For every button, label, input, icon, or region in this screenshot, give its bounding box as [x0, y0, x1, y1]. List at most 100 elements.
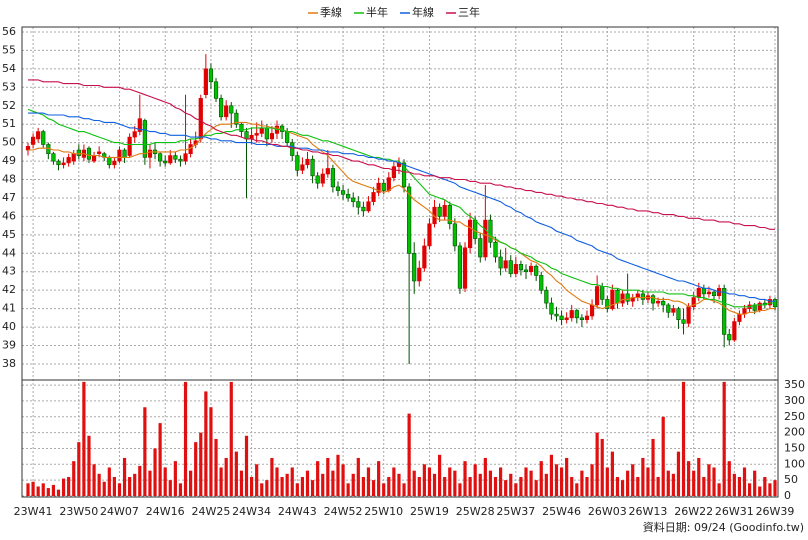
volume-bar — [178, 483, 183, 496]
volume-bar — [102, 481, 106, 496]
volume-bars — [26, 381, 777, 496]
volume-bar — [280, 476, 284, 496]
candle-body — [452, 223, 457, 247]
candle-body — [142, 120, 147, 158]
volume-bar — [82, 381, 86, 496]
y-tick-label: 38 — [2, 357, 16, 370]
volume-bar — [67, 476, 71, 496]
y-tick-label: 53 — [2, 80, 16, 93]
volume-bar — [600, 438, 604, 496]
volume-bar — [595, 432, 599, 496]
candle-body — [528, 265, 534, 273]
candle-body — [732, 321, 737, 341]
candle-body — [468, 219, 473, 249]
volume-bar — [687, 461, 691, 496]
candle-body — [254, 133, 259, 136]
y-tick-label: 42 — [2, 283, 16, 296]
legend-label: 半年 — [366, 5, 388, 19]
x-tick-label: 24W43 — [278, 505, 317, 518]
candle-body — [305, 158, 310, 166]
candle-body — [727, 334, 732, 341]
volume-bar — [300, 476, 305, 496]
candle-body — [61, 162, 66, 166]
volume-bar — [361, 476, 365, 496]
volume-bar — [620, 480, 625, 496]
candle-body — [737, 313, 742, 322]
y2-tick-label: 50 — [784, 473, 798, 486]
candle-body — [137, 118, 142, 132]
volume-bar — [753, 470, 757, 496]
volume-bar — [183, 381, 188, 496]
volume-bar — [392, 467, 396, 496]
candle-body — [462, 247, 468, 289]
volume-bar — [377, 461, 381, 496]
candle-body — [158, 153, 163, 162]
candle-body — [513, 264, 518, 274]
ma-line — [28, 112, 775, 302]
volume-bar — [468, 476, 472, 496]
volume-bar — [417, 476, 421, 496]
y-tick-label: 46 — [2, 209, 16, 222]
volume-bar — [773, 480, 777, 496]
volume-bar — [493, 476, 498, 496]
labels: 38 39 40 41 42 43 44 45 46 47 48 49 50 51 52 53 54 55 56 0 5… — [2, 25, 805, 518]
candle-body — [701, 288, 706, 295]
volume-bar — [107, 467, 111, 496]
volume-bar — [249, 476, 254, 496]
candle-body — [488, 219, 493, 243]
y2-tick-label: 300 — [784, 394, 805, 407]
volume-bar — [209, 407, 213, 496]
volume-bar — [366, 467, 371, 496]
volume-bar — [427, 467, 432, 496]
x-tick-label: 26W03 — [588, 505, 627, 518]
volume-bar — [387, 476, 391, 496]
volume-bar — [244, 435, 249, 496]
candle-body — [351, 197, 356, 202]
candle-body — [320, 173, 325, 184]
y-tick-label: 52 — [2, 99, 16, 112]
volume-bar — [702, 476, 706, 496]
volume-bar — [575, 483, 579, 496]
volume-bar — [529, 470, 533, 496]
y-tick-label: 41 — [2, 302, 16, 315]
volume-bar — [128, 476, 132, 496]
candle-body — [132, 131, 137, 138]
volume-bar — [519, 476, 523, 496]
candle-body — [381, 182, 386, 191]
volume-bar — [305, 470, 310, 496]
x-tick-label: 24W07 — [100, 505, 139, 518]
x-tick-label: 25W19 — [410, 505, 449, 518]
candle-body — [71, 153, 76, 162]
volume-bar — [570, 476, 574, 496]
candle-body — [691, 297, 696, 308]
candle-body — [493, 241, 498, 258]
volume-bar — [539, 461, 543, 496]
volume-bar — [534, 480, 538, 496]
volume-bar — [458, 483, 462, 496]
lines — [27, 79, 775, 315]
y2-tick-label: 350 — [784, 378, 805, 391]
candle-body — [422, 245, 427, 269]
candle-body — [432, 206, 437, 225]
candle-body — [97, 151, 102, 155]
candle-body — [671, 308, 676, 313]
candle-body — [117, 149, 122, 162]
candle-body — [722, 288, 727, 335]
candle-body — [300, 164, 305, 171]
y-tick-label: 50 — [2, 136, 16, 149]
volume-bar — [255, 464, 259, 496]
candle-body — [401, 162, 407, 188]
x-tick-label: 25W37 — [496, 505, 535, 518]
volume-bar — [758, 486, 762, 496]
volume-bar — [727, 461, 731, 496]
candle-body — [36, 131, 41, 140]
volume-bar — [239, 470, 244, 496]
x-tick-label: 26W13 — [629, 505, 668, 518]
volume-bar — [77, 442, 81, 496]
volume-bar — [270, 457, 274, 496]
volume-bar — [265, 480, 269, 496]
volume-bar — [397, 473, 401, 496]
volume-bar — [656, 476, 660, 496]
